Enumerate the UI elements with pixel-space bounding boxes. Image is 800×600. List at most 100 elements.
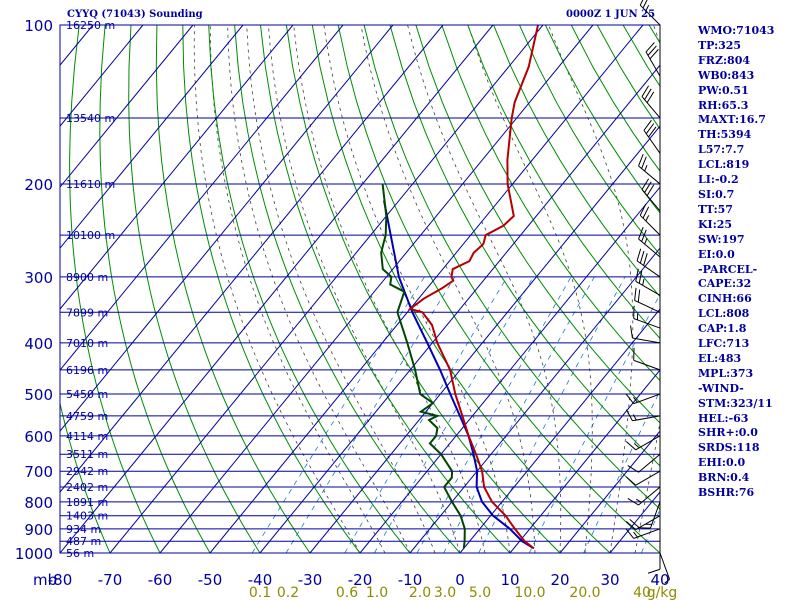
index-item: LFC:713	[698, 337, 750, 351]
wind-barb-feather	[634, 287, 637, 301]
wind-barb-staff	[633, 528, 661, 539]
height-label: 934 m	[66, 523, 101, 536]
wind-barb-feather	[625, 441, 637, 451]
height-label: 1891 m	[66, 496, 108, 509]
height-label: 11610 m	[66, 178, 115, 191]
temperature-tick-label: -10	[398, 571, 423, 589]
mixing-ratio-label: 0.1	[249, 585, 271, 600]
mixing-ratio-label: 20.0	[569, 585, 600, 600]
index-item: STM:323/11	[698, 396, 773, 410]
isotherm-line	[60, 25, 294, 310]
wind-barb-feather	[646, 184, 655, 196]
isotherm-line	[409, 247, 660, 553]
pressure-label: 600	[24, 428, 53, 446]
pressure-label: 200	[24, 176, 53, 194]
wind-barb-staff	[638, 486, 661, 506]
wind-barb-feather	[644, 181, 652, 193]
isotherm-line	[60, 25, 494, 553]
mixing-ratio-line	[641, 508, 660, 553]
index-item: EI:0.0	[698, 247, 735, 261]
index-item: WB0:843	[698, 68, 755, 82]
index-item: HEL:-63	[698, 411, 749, 425]
wind-barb-staff	[633, 393, 661, 405]
temperature-tick-label: -40	[248, 571, 273, 589]
pressure-label: 1000	[15, 545, 53, 563]
wind-barb-staff	[633, 318, 661, 329]
index-item: SHR+:0.0	[698, 426, 758, 440]
dewpoint-trace	[380, 183, 466, 549]
wind-barb-staff	[649, 501, 661, 529]
wind-barb-feather	[639, 203, 647, 216]
temperature-tick-label: 20	[550, 571, 569, 589]
wind-barb-half-feather	[633, 531, 638, 538]
wind-barb-feather	[638, 227, 644, 240]
isotherm-line	[359, 186, 660, 553]
wind-barb-feather	[639, 0, 644, 6]
wind-barb-feather	[641, 229, 647, 242]
height-label: 56 m	[66, 547, 94, 560]
wind-barb-half-feather	[634, 443, 640, 449]
temperature-line	[407, 25, 539, 550]
wind-barb-feather	[641, 156, 647, 169]
wind-barb-staff	[632, 337, 661, 344]
height-label: 16250 m	[66, 19, 115, 32]
mixing-ratio-label: 0.2	[277, 585, 299, 600]
wind-barb-half-feather	[644, 238, 648, 245]
height-label: 7899 m	[66, 306, 108, 319]
indices-panel: WMO:71043 TP:325 FRZ:804 WB0:843 PW:0.51 RH:6…	[698, 24, 774, 501]
index-item: WMO:71043	[698, 24, 775, 37]
height-label: 13540 m	[66, 112, 115, 125]
isotherm-line	[309, 125, 660, 553]
mixing-ratio-line	[285, 276, 456, 553]
height-label: 5450 m	[66, 388, 108, 401]
unit-label: mb	[33, 571, 57, 589]
pressure-label: 100	[24, 17, 53, 35]
mixing-ratio-label: 1.0	[366, 585, 388, 600]
index-item: SW:197	[698, 232, 745, 246]
index-item: SI:0.7	[698, 187, 735, 201]
wind-barb-feather	[636, 248, 642, 262]
wind-barb-feather	[625, 528, 635, 539]
wind-barb-feather	[625, 520, 637, 531]
wind-barb-staff	[632, 415, 661, 422]
isotherm-line	[60, 25, 444, 493]
height-label: 7010 m	[66, 337, 108, 350]
datetime-title: 0000Z 1 JUN 25	[566, 9, 656, 20]
wind-barb-staff	[635, 280, 661, 296]
index-item: LCL:808	[698, 307, 750, 321]
wind-barb-feather	[630, 325, 633, 339]
wind-barb-feather	[637, 289, 641, 303]
wind-barb-feather	[642, 0, 648, 9]
mixing-ratio-label: 40	[633, 585, 651, 600]
index-item: FRZ:804	[698, 53, 751, 67]
wind-barb-staff	[641, 189, 661, 212]
wind-barb-staff	[659, 552, 671, 580]
wind-barb-feather	[643, 119, 652, 131]
index-item: MAXT:16.7	[698, 113, 766, 127]
temperature-tick-label: -30	[298, 571, 323, 589]
isotherm-line	[259, 64, 660, 553]
height-label: 2942 m	[66, 465, 108, 478]
wind-barb-staff	[638, 238, 661, 258]
wind-barb-staff	[639, 4, 661, 26]
pressure-label: 700	[24, 463, 53, 481]
wind-barb-feather	[625, 393, 635, 404]
wind-barb-staff	[645, 51, 661, 77]
wind-barb-staff	[638, 165, 661, 185]
mixing-ratio-line	[583, 389, 660, 553]
pressure-label: 500	[24, 386, 53, 404]
mixing-ratio-label: 0.6	[336, 585, 358, 600]
isotherm-line	[60, 25, 244, 249]
wind-barb-feather	[625, 409, 633, 422]
isotherm-line	[60, 25, 394, 432]
wind-barbs	[625, 0, 671, 584]
wind-barb-feather	[643, 253, 648, 266]
wind-barb-staff	[638, 453, 661, 473]
temperature-tick-label: 0	[455, 571, 465, 589]
isotherm-line	[209, 25, 644, 553]
isotherm-line	[159, 25, 594, 553]
wind-barb-staff	[635, 470, 661, 486]
wind-barb-feather	[645, 123, 655, 134]
index-item: EHI:0.0	[698, 456, 746, 470]
temperature-tick-label: -20	[348, 571, 373, 589]
